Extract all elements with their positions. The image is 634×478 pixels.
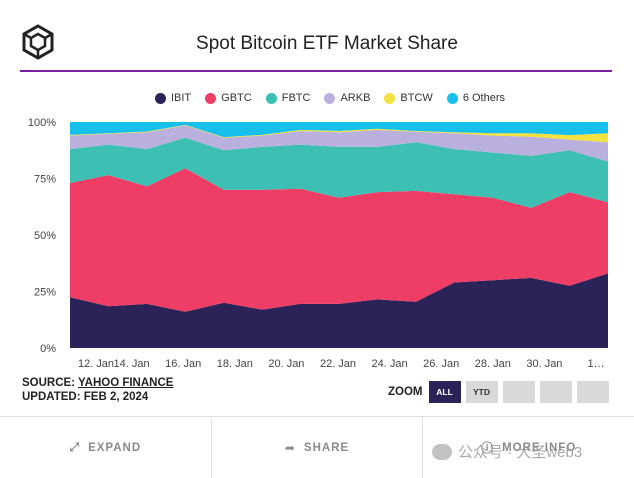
legend-item-arkb[interactable]: ARKB (324, 92, 370, 104)
x-tick-label: 1… (587, 358, 604, 370)
legend-label: FBTC (281, 92, 311, 104)
zoom-label: ZOOM (388, 386, 423, 398)
area-series-gbtc[interactable] (70, 168, 608, 312)
x-tick-label: 16. Jan (165, 358, 201, 370)
legend-dot-icon (324, 92, 336, 104)
page-title: Spot Bitcoin ETF Market Share (196, 33, 458, 54)
x-tick-label: 14. Jan (114, 358, 150, 370)
share-button[interactable]: ➦ SHARE (211, 417, 424, 478)
legend-dot-icon (205, 92, 217, 104)
area-series-fbtc[interactable] (70, 137, 608, 208)
legend-dot-icon (384, 92, 396, 104)
legend-item-gbtc[interactable]: GBTC (205, 92, 252, 104)
legend-label: ARKB (340, 92, 371, 104)
watermark-text: 公众号 · 大圣web3 (458, 444, 583, 461)
x-tick-label: 28. Jan (475, 358, 511, 370)
legend-dot-icon (154, 92, 166, 104)
expand-button[interactable]: ⤢ EXPAND (0, 417, 212, 478)
legend-label: GBTC (221, 92, 252, 104)
share-label: SHARE (303, 441, 350, 454)
x-tick-label: 12. Jan (78, 358, 114, 370)
area-series-btcw[interactable] (70, 124, 608, 143)
legend-label: IBIT (170, 92, 192, 104)
expand-label: EXPAND (88, 441, 142, 454)
zoom-range-button[interactable] (576, 381, 609, 403)
more-info-label: MORE INFO (502, 441, 577, 454)
source-block: SOURCE: YAHOO FINANCE UPDATED: FEB 2, 20… (22, 376, 173, 404)
legend-label: 6 Others (462, 92, 505, 104)
x-tick-label: 30. Jan (526, 358, 562, 370)
y-tick-label: 50% (34, 230, 56, 242)
y-tick-label: 25% (34, 287, 56, 299)
legend-item-fbtc[interactable]: FBTC (265, 92, 311, 104)
wechat-icon (432, 443, 452, 460)
legend-item-ibit[interactable]: IBIT (154, 92, 192, 104)
zoom-range-button[interactable] (539, 381, 572, 403)
y-tick-label: 0% (40, 343, 56, 355)
x-tick-label: 20. Jan (268, 358, 304, 370)
footer-bar: ⤢ EXPAND ➦ SHARE ⓘ MORE INFO (0, 416, 634, 478)
y-tick-label: 75% (34, 174, 56, 186)
more-info-button[interactable]: ⓘ MORE INFO (423, 417, 634, 478)
x-tick-label: 18. Jan (217, 358, 253, 370)
x-tick-label: 24. Jan (372, 358, 408, 370)
source-label: SOURCE: (22, 377, 76, 389)
cube-logo-icon (22, 24, 54, 60)
expand-icon: ⤢ (69, 440, 81, 454)
updated-date: UPDATED: FEB 2, 2024 (22, 391, 149, 403)
share-icon: ➦ (284, 440, 296, 455)
stacked-area-chart[interactable]: 0% 25% 50% 75% 100% 12. Jan 14. Jan 16. Jan 18. … (0, 110, 634, 375)
legend-label: BTCW (400, 92, 433, 104)
zoom-all-button[interactable]: ALL (428, 381, 461, 403)
area-series-6-others[interactable] (70, 122, 608, 138)
zoom-controls: ZOOM ALL YTD (388, 381, 614, 403)
area-series-ibit[interactable] (70, 273, 608, 348)
y-tick-label: 100% (28, 117, 56, 129)
zoom-ytd-button[interactable]: YTD (465, 381, 498, 403)
legend-item-btcw[interactable]: BTCW (384, 92, 433, 104)
x-tick-label: 22. Jan (320, 358, 356, 370)
legend-item-others[interactable]: 6 Others (446, 92, 505, 104)
chart-legend: IBIT GBTC FBTC ARKB BTCW 6 Others (120, 90, 540, 106)
title-divider (20, 70, 612, 72)
source-link[interactable]: YAHOO FINANCE (78, 377, 174, 389)
zoom-range-button[interactable] (502, 381, 535, 403)
legend-dot-icon (265, 92, 277, 104)
info-icon: ⓘ (481, 441, 495, 455)
watermark: 公众号 · 大圣web3 (432, 441, 582, 462)
x-tick-label: 26. Jan (423, 358, 459, 370)
legend-dot-icon (446, 92, 458, 104)
